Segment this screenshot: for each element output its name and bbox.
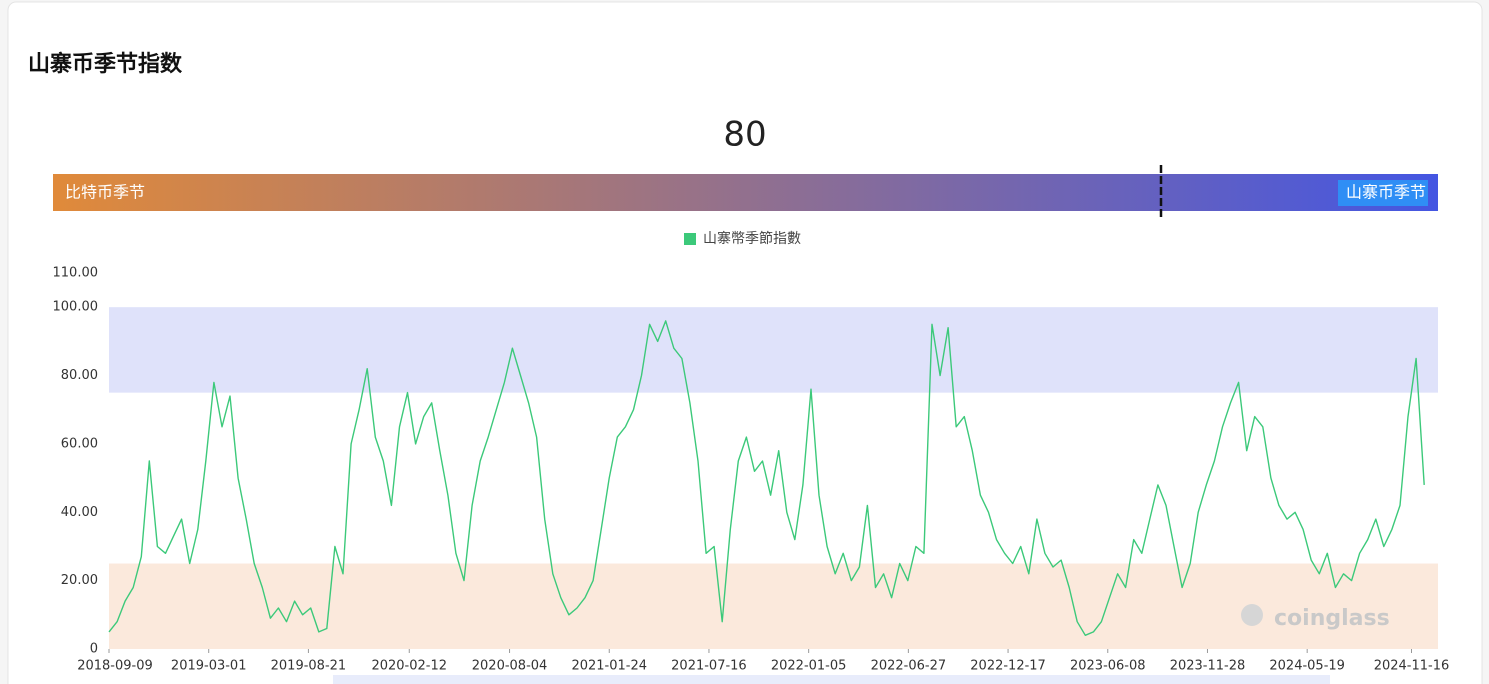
index-bar [53,174,1438,211]
y-tick-label: 0 [90,642,98,657]
right-label-highlight [1338,180,1428,206]
y-tick-label: 110.00 [53,266,99,281]
x-tick-label: 2024-11-16 [1374,659,1450,674]
right-label: 山寨币季节 [1346,183,1426,202]
y-tick-label: 60.00 [61,436,98,451]
x-tick-label: 2020-02-12 [371,659,447,674]
series-line [108,320,1425,636]
y-tick-label: 20.00 [61,573,98,588]
page-title: 山寨币季节指数 [28,51,183,77]
x-tick-label: 2020-08-04 [472,659,548,674]
x-tick-label: 2021-07-16 [671,659,747,674]
x-tick-label: 2023-06-08 [1070,659,1146,674]
x-tick-label: 2018-09-09 [77,659,153,674]
legend-label: 山寨幣季節指數 [703,230,801,247]
band [109,307,1438,393]
x-tick-label: 2022-06-27 [871,659,947,674]
index-value: 80 [723,115,766,155]
x-tick-label: 2022-12-17 [970,659,1046,674]
y-tick-label: 80.00 [61,368,98,383]
watermark-icon [1241,604,1263,626]
x-tick-label: 2023-11-28 [1170,659,1246,674]
x-tick-label: 2019-03-01 [171,659,247,674]
left-label: 比特币季节 [65,183,145,202]
y-tick-label: 100.00 [53,300,99,315]
x-tick-label: 2024-05-19 [1269,659,1345,674]
x-tick-label: 2019-08-21 [271,659,347,674]
x-tick-label: 2022-01-05 [771,659,847,674]
legend-swatch [684,233,696,245]
x-tick-label: 2021-01-24 [571,659,647,674]
watermark: coinglass [1274,606,1390,631]
zoom-slider[interactable] [333,675,1330,684]
band [109,563,1438,649]
y-tick-label: 40.00 [61,505,98,520]
